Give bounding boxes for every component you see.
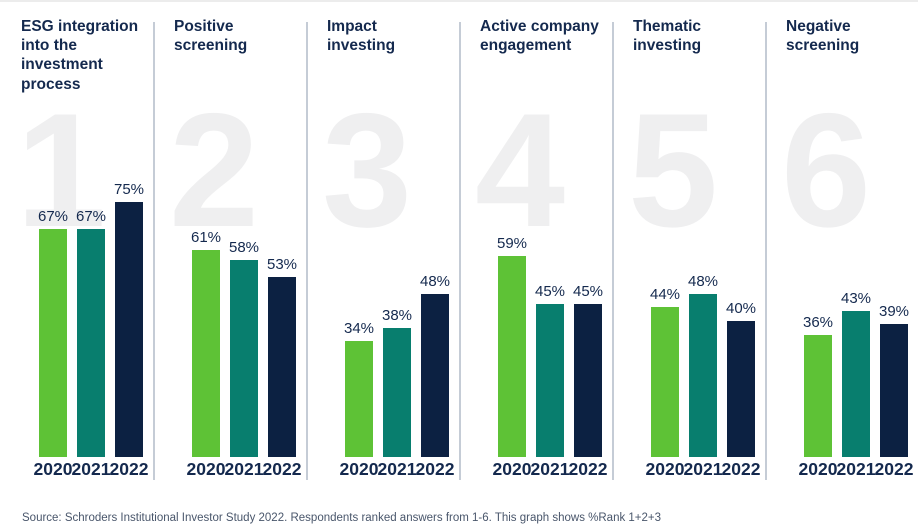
bar-column-2020: 59% 2020 <box>493 235 532 480</box>
panel-title: Negative screening <box>786 18 860 55</box>
bar-column-2022: 75% 2022 <box>110 181 149 480</box>
bar-2020 <box>39 229 67 457</box>
bar-value-label: 53% <box>266 255 298 273</box>
source-note: Source: Schroders Institutional Investor… <box>22 511 662 524</box>
bar-column-2022: 45% 2022 <box>569 283 608 480</box>
bar-group: 44% 2020 48% 2021 40% 2022 <box>646 272 761 480</box>
bar-2022 <box>880 324 908 457</box>
year-label: 2020 <box>33 458 73 479</box>
bar-value-label: 58% <box>228 238 260 256</box>
bar-column-2021: 67% 2021 <box>72 208 111 480</box>
bar-2021 <box>842 310 870 457</box>
year-label: 2022 <box>109 458 149 479</box>
panel-thematic-investing: 5 Thematic investing 44% 2020 48% 2021 4… <box>612 2 765 480</box>
bar-column-2022: 48% 2022 <box>416 272 455 480</box>
year-label: 2020 <box>645 458 685 479</box>
bar-column-2020: 61% 2020 <box>187 228 226 480</box>
bar-group: 34% 2020 38% 2021 48% 2022 <box>340 272 455 480</box>
bar-2020 <box>804 334 832 457</box>
bar-2022 <box>115 202 143 457</box>
panel-esg-integration: 1 ESG integration into the investment pr… <box>0 2 153 480</box>
bar-column-2020: 67% 2020 <box>34 208 73 480</box>
bar-column-2020: 36% 2020 <box>799 313 838 480</box>
bar-column-2022: 53% 2022 <box>263 255 302 480</box>
bar-2021 <box>536 304 564 457</box>
rank-number-4: 4 <box>475 80 565 261</box>
year-label: 2020 <box>798 458 838 479</box>
bar-2022 <box>574 304 602 457</box>
bar-2021 <box>383 327 411 457</box>
year-label: 2022 <box>874 458 914 479</box>
bar-value-label: 48% <box>419 272 451 290</box>
bar-column-2022: 39% 2022 <box>875 303 914 480</box>
bar-2021 <box>77 229 105 457</box>
bar-2020 <box>345 341 373 457</box>
bar-value-label: 67% <box>37 208 69 226</box>
year-label: 2020 <box>492 458 532 479</box>
bar-2020 <box>651 307 679 457</box>
year-label: 2022 <box>262 458 302 479</box>
bar-2022 <box>268 276 296 457</box>
bar-column-2021: 38% 2021 <box>378 306 417 480</box>
bar-2021 <box>230 259 258 457</box>
year-label: 2022 <box>721 458 761 479</box>
panel-impact-investing: 3 Impact investing 34% 2020 38% 2021 48%… <box>306 2 459 480</box>
bar-column-2021: 58% 2021 <box>225 238 264 480</box>
year-label: 2020 <box>186 458 226 479</box>
rank-number-5: 5 <box>628 80 718 261</box>
bar-2020 <box>192 249 220 457</box>
bar-value-label: 44% <box>649 286 681 304</box>
bar-group: 61% 2020 58% 2021 53% 2022 <box>187 228 302 480</box>
panel-active-company-engagement: 4 Active company engagement 59% 2020 45%… <box>459 2 612 480</box>
year-label: 2021 <box>71 458 111 479</box>
bar-2021 <box>689 293 717 457</box>
panel-title: Thematic investing <box>633 18 702 55</box>
panel-positive-screening: 2 Positive screening 61% 2020 58% 2021 5… <box>153 2 306 480</box>
bar-column-2021: 45% 2021 <box>531 283 570 480</box>
bar-column-2020: 34% 2020 <box>340 320 379 480</box>
bar-value-label: 34% <box>343 320 375 338</box>
year-label: 2021 <box>224 458 264 479</box>
panel-title: Impact investing <box>327 18 396 55</box>
bar-value-label: 59% <box>496 235 528 253</box>
panel-title: ESG integration into the investment proc… <box>21 18 139 93</box>
year-label: 2022 <box>415 458 455 479</box>
bar-value-label: 45% <box>572 283 604 300</box>
rank-number-2: 2 <box>169 80 259 261</box>
rank-number-1: 1 <box>16 80 106 261</box>
year-label: 2020 <box>339 458 379 479</box>
chart-panels: 1 ESG integration into the investment pr… <box>0 2 918 480</box>
bar-value-label: 45% <box>534 283 566 300</box>
panel-title: Positive screening <box>174 18 248 55</box>
bar-2022 <box>727 321 755 457</box>
bar-column-2020: 44% 2020 <box>646 286 685 480</box>
year-label: 2021 <box>530 458 570 479</box>
panel-title: Active company engagement <box>480 18 599 55</box>
bar-value-label: 36% <box>802 313 834 331</box>
bar-column-2022: 40% 2022 <box>722 300 761 480</box>
bar-value-label: 67% <box>75 208 107 226</box>
bar-value-label: 39% <box>878 303 910 321</box>
rank-number-3: 3 <box>322 80 412 261</box>
bar-value-label: 61% <box>190 228 222 246</box>
year-label: 2022 <box>568 458 608 479</box>
bar-group: 59% 2020 45% 2021 45% 2022 <box>493 235 608 480</box>
bar-value-label: 43% <box>840 289 872 307</box>
bar-value-label: 40% <box>725 300 757 317</box>
bar-group: 67% 2020 67% 2021 75% 2022 <box>34 181 149 480</box>
rank-number-6: 6 <box>781 80 871 261</box>
bar-value-label: 48% <box>687 272 719 290</box>
year-label: 2021 <box>683 458 723 479</box>
bar-column-2021: 48% 2021 <box>684 272 723 480</box>
bar-value-label: 75% <box>113 181 145 198</box>
bar-2020 <box>498 256 526 457</box>
bar-2022 <box>421 293 449 457</box>
bar-column-2021: 43% 2021 <box>837 289 876 480</box>
bar-value-label: 38% <box>381 306 413 324</box>
year-label: 2021 <box>836 458 876 479</box>
bar-group: 36% 2020 43% 2021 39% 2022 <box>799 289 914 480</box>
panel-negative-screening: 6 Negative screening 36% 2020 43% 2021 3… <box>765 2 918 480</box>
year-label: 2021 <box>377 458 417 479</box>
